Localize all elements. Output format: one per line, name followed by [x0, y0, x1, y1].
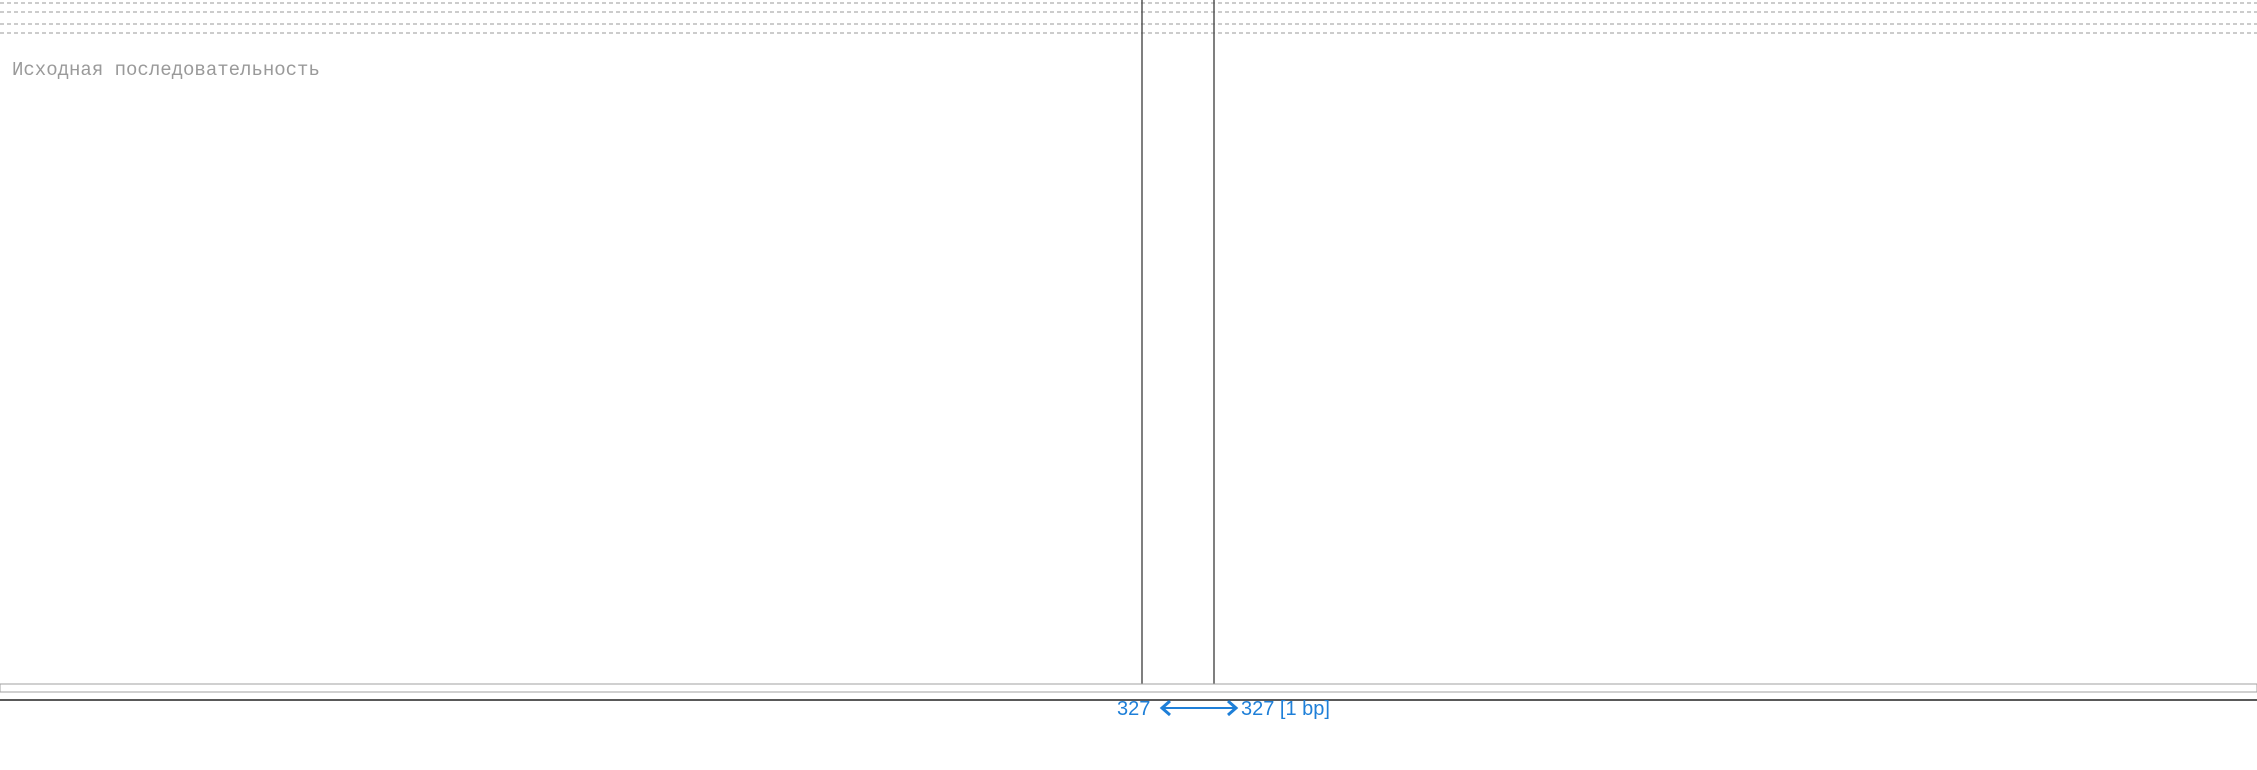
- sequence-track-label: Исходная последовательность: [12, 59, 320, 81]
- selection-marker[interactable]: 327 327 [1 bp]: [1117, 698, 1330, 720]
- axis-band-frame: [0, 683, 2257, 693]
- position-axis: 3113123133143153163173183193203213223233…: [0, 683, 2257, 701]
- selection-right-arrow-icon: [1227, 699, 1239, 717]
- selection-left-arrow-icon: [1159, 699, 1171, 717]
- selection-start-label: 327: [1117, 698, 1150, 720]
- selection-end-label: 327 [1 bp]: [1241, 698, 1330, 720]
- header-guides: [0, 2, 2257, 34]
